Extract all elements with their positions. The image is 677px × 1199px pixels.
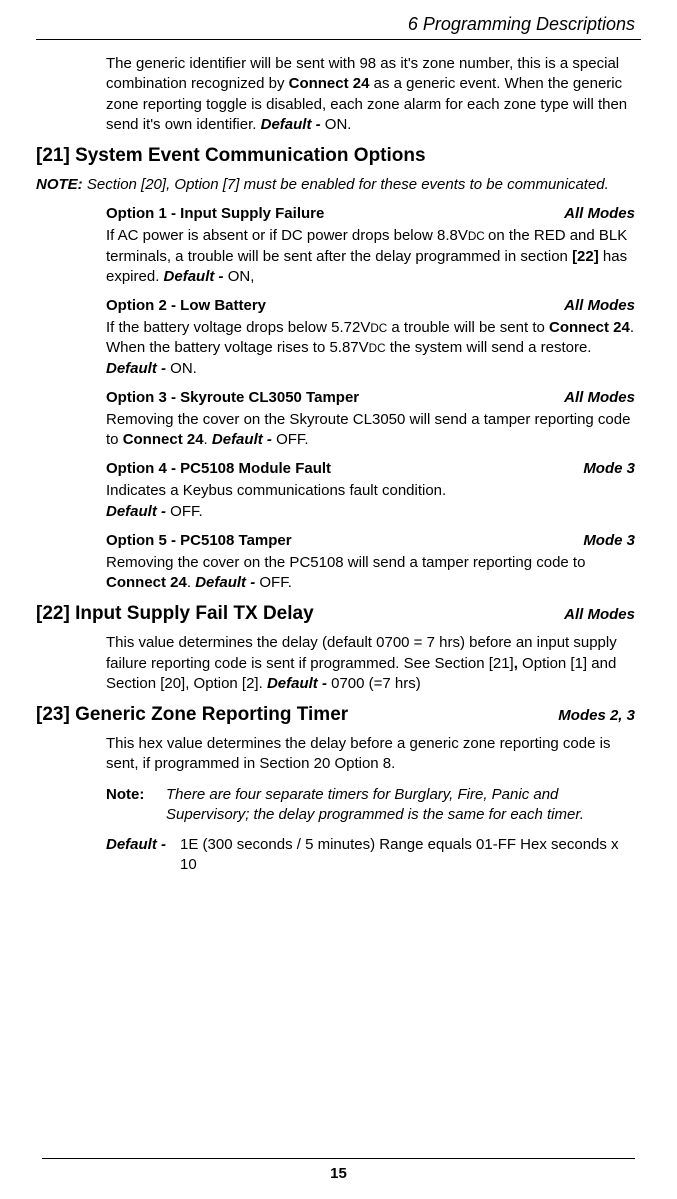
default-value: OFF. bbox=[276, 431, 309, 448]
chapter-header: 6 Programming Descriptions bbox=[36, 0, 641, 40]
note-label: Note: bbox=[106, 785, 166, 826]
note-label: NOTE: bbox=[36, 176, 87, 193]
section-21-note: NOTE: Section [20], Option [7] must be e… bbox=[36, 175, 641, 195]
section-23-row: [23] Generic Zone Reporting Timer Modes … bbox=[36, 704, 641, 726]
default-label: Default - bbox=[164, 268, 228, 285]
option-4-mode: Mode 3 bbox=[583, 460, 635, 477]
option-3-row: Option 3 - Skyroute CL3050 Tamper All Mo… bbox=[36, 389, 641, 406]
section-22-row: [22] Input Supply Fail TX Delay All Mode… bbox=[36, 603, 641, 625]
option-5-row: Option 5 - PC5108 Tamper Mode 3 bbox=[36, 532, 641, 549]
section-22-mode: All Modes bbox=[564, 606, 641, 623]
section-23-note: Note: There are four separate timers for… bbox=[36, 785, 641, 826]
text-bold: Connect 24 bbox=[549, 319, 630, 336]
default-label: Default - bbox=[195, 574, 259, 591]
default-value: ON, bbox=[228, 268, 255, 285]
text: If the battery voltage drops below 5.72V bbox=[106, 319, 370, 336]
default-value: OFF. bbox=[259, 574, 292, 591]
default-value: OFF. bbox=[170, 503, 203, 520]
default-value: 0700 (=7 hrs) bbox=[331, 675, 421, 692]
document-page: 6 Programming Descriptions The generic i… bbox=[0, 0, 677, 1199]
text: a trouble will be sent to bbox=[387, 319, 549, 336]
intro-paragraph: The generic identifier will be sent with… bbox=[36, 54, 641, 135]
text: Indicates a Keybus communications fault … bbox=[106, 482, 446, 499]
section-21-heading: [21] System Event Communication Options bbox=[36, 145, 641, 167]
default-value: ON. bbox=[325, 116, 352, 133]
note-text: There are four separate timers for Burgl… bbox=[166, 785, 635, 826]
text-smallcaps: DC bbox=[468, 230, 488, 243]
page-footer: 15 bbox=[0, 1158, 677, 1183]
page-number: 15 bbox=[330, 1165, 347, 1182]
text-bold: Connect 24 bbox=[289, 75, 370, 92]
option-5-mode: Mode 3 bbox=[583, 532, 635, 549]
option-1-title: Option 1 - Input Supply Failure bbox=[106, 205, 324, 222]
default-label: Default - bbox=[106, 360, 170, 377]
option-4-body: Indicates a Keybus communications fault … bbox=[36, 481, 641, 522]
section-23-mode: Modes 2, 3 bbox=[558, 707, 641, 724]
option-3-mode: All Modes bbox=[564, 389, 635, 406]
default-label: Default - bbox=[212, 431, 276, 448]
text-bold: Connect 24 bbox=[123, 431, 204, 448]
note-text: Section [20], Option [7] must be enabled… bbox=[87, 176, 609, 193]
text: the system will send a restore. bbox=[386, 339, 592, 356]
default-value: ON. bbox=[170, 360, 197, 377]
section-23-default: Default - 1E (300 seconds / 5 minutes) R… bbox=[36, 835, 641, 876]
option-3-body: Removing the cover on the Skyroute CL305… bbox=[36, 410, 641, 451]
option-4-row: Option 4 - PC5108 Module Fault Mode 3 bbox=[36, 460, 641, 477]
default-label: Default - bbox=[261, 116, 325, 133]
option-1-row: Option 1 - Input Supply Failure All Mode… bbox=[36, 205, 641, 222]
option-2-row: Option 2 - Low Battery All Modes bbox=[36, 297, 641, 314]
default-label: Default - bbox=[267, 675, 331, 692]
text: If AC power is absent or if DC power dro… bbox=[106, 227, 468, 244]
text: . bbox=[187, 574, 195, 591]
option-5-title: Option 5 - PC5108 Tamper bbox=[106, 532, 292, 549]
text-bold: Connect 24 bbox=[106, 574, 187, 591]
section-23-body: This hex value determines the delay befo… bbox=[36, 734, 641, 775]
option-1-body: If AC power is absent or if DC power dro… bbox=[36, 226, 641, 287]
text: Removing the cover on the PC5108 will se… bbox=[106, 554, 585, 571]
section-22-heading: [22] Input Supply Fail TX Delay bbox=[36, 603, 314, 625]
option-1-mode: All Modes bbox=[564, 205, 635, 222]
option-5-body: Removing the cover on the PC5108 will se… bbox=[36, 553, 641, 594]
option-3-title: Option 3 - Skyroute CL3050 Tamper bbox=[106, 389, 359, 406]
text-smallcaps: DC bbox=[370, 322, 387, 335]
text-bold: [22] bbox=[572, 248, 599, 265]
option-4-title: Option 4 - PC5108 Module Fault bbox=[106, 460, 331, 477]
text: . bbox=[204, 431, 212, 448]
default-label: Default - bbox=[106, 835, 180, 876]
text-smallcaps: DC bbox=[369, 342, 386, 355]
default-value: 1E (300 seconds / 5 minutes) Range equal… bbox=[180, 835, 635, 876]
section-22-body: This value determines the delay (default… bbox=[36, 633, 641, 694]
footer-divider bbox=[42, 1158, 635, 1159]
section-23-heading: [23] Generic Zone Reporting Timer bbox=[36, 704, 348, 726]
option-2-mode: All Modes bbox=[564, 297, 635, 314]
option-2-title: Option 2 - Low Battery bbox=[106, 297, 266, 314]
default-label: Default - bbox=[106, 503, 170, 520]
option-2-body: If the battery voltage drops below 5.72V… bbox=[36, 318, 641, 379]
